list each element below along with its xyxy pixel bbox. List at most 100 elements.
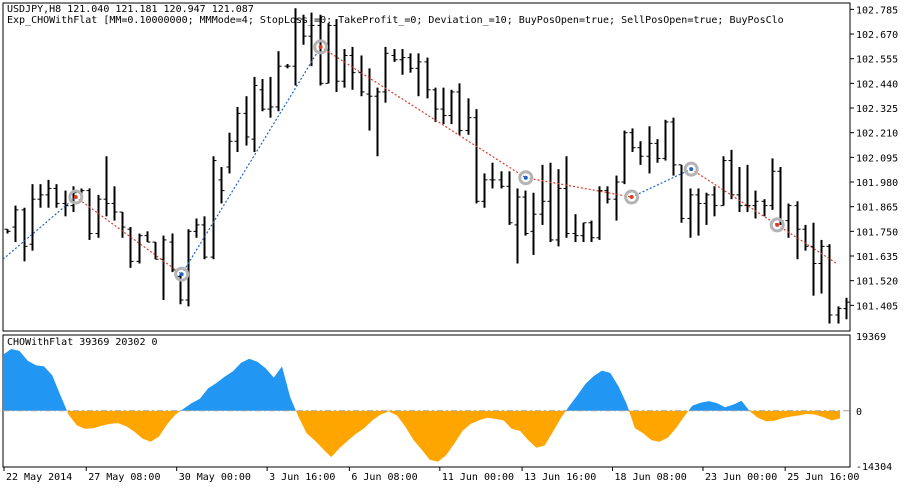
- candle-bar-10: [86, 188, 93, 240]
- candle-bar-73: [604, 186, 611, 204]
- candle-bar-80: [662, 119, 669, 161]
- trade-marker-dot-1: [73, 195, 78, 200]
- candle-bar-0: [4, 228, 11, 234]
- candle-bar-76: [629, 128, 636, 152]
- candle-bar-26: [218, 167, 225, 204]
- candle-bar-40: [333, 19, 340, 92]
- candle-bar-37: [308, 12, 315, 67]
- candle-bar-87: [720, 156, 727, 207]
- candle-bar-45: [374, 87, 381, 157]
- trade-marker-dot-4: [523, 175, 528, 180]
- trade-segment-2: [181, 46, 322, 275]
- trade-marker-dot-7: [775, 222, 780, 227]
- candle-bar-68: [563, 156, 570, 238]
- trade-marker-2: [174, 266, 190, 282]
- x-tick-label-4: 6 Jun 08:00: [351, 472, 417, 483]
- symbol-info-label: USDJPY,H8 121.040 121.181 120.947 121.08…: [7, 4, 254, 15]
- price-y-tick-label-9: 101.750: [856, 227, 898, 238]
- trade-marker-ring-3: [313, 39, 329, 55]
- x-tick-label-9: 25 Jun 16:00: [787, 472, 859, 483]
- candle-bar-78: [646, 126, 653, 174]
- candle-bar-39: [325, 23, 332, 84]
- indicator-y-tick-label-2: -14304: [856, 462, 892, 473]
- candle-bar-77: [637, 141, 644, 165]
- candle-bar-85: [703, 192, 710, 225]
- trade-marker-ring-1: [68, 189, 84, 205]
- price-y-tick-label-5: 102.210: [856, 129, 898, 140]
- candle-bar-70: [580, 222, 587, 243]
- candle-bar-93: [769, 158, 776, 210]
- candle-bar-4: [37, 184, 44, 208]
- price-y-tick-label-12: 101.405: [856, 301, 898, 312]
- price-y-tick-label-6: 102.095: [856, 153, 898, 164]
- candle-bar-18: [152, 241, 159, 260]
- candle-bar-69: [572, 214, 579, 243]
- candle-bar-28: [234, 106, 241, 152]
- candle-bar-82: [678, 164, 685, 223]
- candle-bar-11: [95, 194, 102, 238]
- candle-bar-98: [810, 222, 817, 296]
- candle-bar-48: [399, 49, 406, 75]
- candle-bar-34: [284, 64, 291, 69]
- x-tick-label-3: 3 Jun 16:00: [269, 472, 335, 483]
- candle-bar-94: [777, 167, 784, 225]
- candle-bar-33: [275, 51, 282, 112]
- trade-marker-dot-3: [318, 44, 323, 49]
- candle-bar-66: [547, 162, 554, 243]
- trade-marker-3: [313, 39, 329, 55]
- indicator-layer: [3, 349, 850, 462]
- candle-bar-58: [481, 173, 488, 208]
- indicator-bull-area-6: [688, 400, 750, 411]
- candle-bar-72: [596, 186, 603, 240]
- x-tick-label-5: 11 Jun 00:00: [442, 472, 514, 483]
- candle-bar-59: [489, 162, 496, 189]
- candle-bar-31: [259, 79, 266, 112]
- candle-bar-52: [432, 87, 439, 122]
- indicator-label: CHOWithFlat 39369 20302 0: [7, 337, 158, 348]
- candle-bar-54: [448, 89, 455, 125]
- trade-marker-ring-7: [769, 217, 785, 233]
- indicator-bear-area-3: [295, 410, 566, 462]
- candle-bar-62: [514, 188, 521, 264]
- price-y-tick-label-10: 101.635: [856, 252, 898, 263]
- candle-bar-13: [111, 186, 118, 221]
- candle-bar-57: [473, 109, 480, 204]
- price-y-tick-label-8: 101.865: [856, 203, 898, 214]
- price-y-tick-label-3: 102.440: [856, 79, 898, 90]
- candle-bar-50: [415, 53, 422, 97]
- candle-bar-71: [588, 220, 595, 243]
- candle-bar-27: [226, 132, 233, 174]
- price-y-tick-label-11: 101.520: [856, 277, 898, 288]
- price-y-tick-label-7: 101.980: [856, 178, 898, 189]
- indicator-bear-area-5: [629, 410, 689, 442]
- candle-bar-99: [818, 239, 825, 294]
- price-y-tick-label-0: 102.785: [856, 5, 898, 16]
- candle-bar-42: [349, 46, 356, 90]
- trade-segment-3: [320, 46, 527, 179]
- candle-bar-2: [21, 207, 28, 262]
- candle-bar-102: [843, 297, 850, 320]
- candle-bar-15: [127, 227, 134, 268]
- candle-bar-46: [382, 46, 389, 103]
- candle-bar-88: [728, 149, 735, 200]
- candle-bar-6: [53, 184, 60, 208]
- candle-bar-55: [456, 83, 463, 135]
- trade-segment-6: [690, 168, 778, 226]
- candle-bar-97: [802, 224, 809, 251]
- x-tick-label-1: 27 May 08:00: [88, 472, 160, 483]
- trade-marker-6: [683, 161, 699, 177]
- candle-bar-35: [292, 8, 299, 86]
- candle-bar-91: [752, 190, 759, 219]
- candle-bar-19: [160, 235, 167, 300]
- trade-marker-dot-6: [689, 167, 694, 172]
- x-tick-label-7: 18 Jun 08:00: [615, 472, 687, 483]
- axes-layer: 102.785 102.670 102.555 102.440 102.325 102.2…: [3, 5, 898, 483]
- trade-marker-dot-5: [629, 195, 634, 200]
- candle-bar-63: [522, 190, 529, 236]
- trade-marker-ring-4: [518, 170, 534, 186]
- candle-bar-23: [193, 218, 200, 238]
- candle-bar-65: [539, 164, 546, 225]
- price-panel-frame: [2, 2, 851, 332]
